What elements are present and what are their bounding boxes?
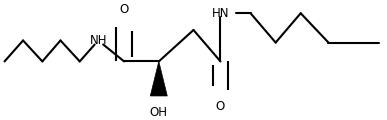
Text: OH: OH bbox=[150, 106, 168, 119]
Text: NH: NH bbox=[89, 34, 107, 47]
Text: O: O bbox=[120, 3, 129, 16]
Text: O: O bbox=[216, 100, 225, 113]
Polygon shape bbox=[150, 61, 167, 96]
Text: HN: HN bbox=[212, 7, 229, 20]
